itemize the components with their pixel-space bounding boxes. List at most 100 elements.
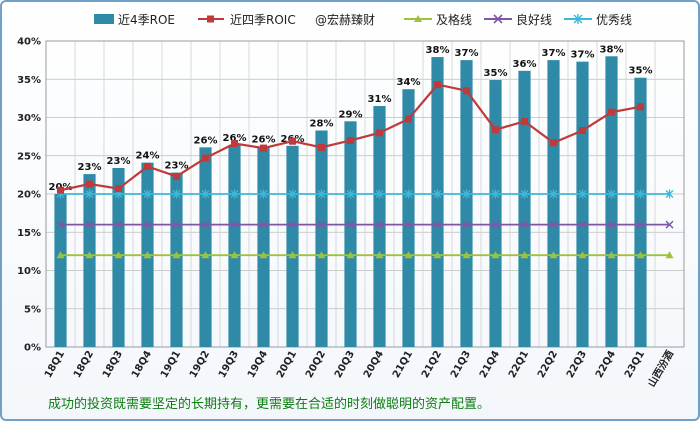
good-marker [665,220,674,229]
legend-roic-swatch-marker [207,15,214,23]
legend: 近4季ROE 近四季ROIC @宏赫臻财 及格线 良好线 优秀线 [94,12,632,27]
roe-bar [199,147,212,347]
excellent-marker [520,189,529,199]
legend-pass-label: 及格线 [436,12,472,27]
roic-marker [231,140,238,148]
roic-marker [260,144,267,152]
x-tick-label: 22Q3 [565,349,589,380]
pass-marker [578,251,587,259]
good-marker [230,220,239,229]
x-tick-label: 22Q2 [536,349,560,380]
roe-bar [344,121,357,347]
x-tick-label: 19Q3 [217,349,241,380]
roe-data-label: 26% [194,135,218,146]
legend-roe-swatch [94,14,114,24]
roe-bar [54,194,67,347]
roic-marker [637,103,644,111]
good-marker [607,220,616,229]
x-axis: 18Q1 18Q2 18Q3 18Q4 19Q1 19Q2 19Q3 19Q4 20Q1 20Q2… [43,348,676,389]
x-tick-label: 18Q3 [101,349,125,380]
good-marker [259,220,268,229]
y-tick-label: 30% [17,113,41,124]
legend-pass-swatch-marker [414,15,422,22]
y-axis: 0% 5% 10% 15% 20% 25% 30% 35% 40% [17,37,41,354]
roic-marker [86,180,93,188]
roe-bar [605,56,618,348]
x-tick-label: 19Q1 [159,349,183,380]
legend-good-swatch-marker [493,14,503,24]
excellent-marker [462,189,471,199]
excellent-marker [549,189,558,199]
excellent-marker [375,189,384,199]
excellent-marker [230,189,239,199]
excellent-marker [491,189,500,199]
roic-marker [608,108,615,116]
x-tick-label: 22Q4 [594,349,618,380]
x-tick-label: 18Q1 [43,349,67,380]
roe-data-label: 29% [339,109,363,120]
roic-marker [144,162,151,170]
roe-bar [373,106,386,348]
x-tick-label: 21Q4 [478,349,502,380]
excellent-marker [665,189,674,199]
roic-marker [376,129,383,137]
good-marker [520,220,529,229]
roe-bar [431,57,444,347]
pass-marker [201,251,210,259]
roic-marker [463,87,470,95]
excellent-marker [404,189,413,199]
pass-marker [375,251,384,259]
y-tick-label: 10% [17,266,41,277]
y-tick-label: 25% [17,151,41,162]
roic-marker [115,185,122,193]
x-tick-label: 23Q1 [623,349,647,380]
good-marker [172,220,181,229]
pass-marker [665,251,674,259]
good-marker [56,220,65,229]
pass-marker [288,251,297,259]
pass-marker [520,251,529,259]
legend-roic-label: 近四季ROIC [230,13,296,27]
x-tick-label: 21Q1 [391,349,415,380]
roic-marker [579,127,586,135]
pass-marker [346,251,355,259]
good-marker [317,220,326,229]
plot-border [45,40,685,348]
roe-data-label: 31% [368,94,392,105]
excellent-marker [172,189,181,199]
roe-bar [286,145,299,347]
legend-excellent-label: 优秀线 [596,13,632,27]
roic-marker [434,81,441,89]
y-tick-label: 20% [17,190,41,201]
pass-marker [143,251,152,259]
roe-data-label: 34% [397,77,421,88]
roe-data-label: 23% [165,161,189,172]
roe-data-label: 37% [571,50,595,61]
roic-marker [173,172,180,180]
roic-marker [550,139,557,147]
roe-bar [489,80,502,347]
pass-marker [317,251,326,259]
legend-good-label: 良好线 [516,12,552,27]
x-tick-label: 18Q2 [72,349,96,380]
excellent-marker [607,189,616,199]
excellent-marker [346,189,355,199]
x-tick-label: 21Q3 [449,349,473,380]
roic-marker [202,154,209,162]
reference-lines [56,189,674,259]
excellent-marker [201,189,210,199]
pass-marker [56,251,65,259]
good-marker [404,220,413,229]
roe-data-label: 36% [513,59,537,70]
pass-marker [549,251,558,259]
roe-bar [576,61,589,347]
x-tick-label: 18Q4 [130,349,154,380]
x-tick-label: 20Q4 [362,349,386,380]
roic-marker [347,136,354,144]
pass-marker [172,251,181,259]
pass-marker [259,251,268,259]
x-tick-label: 21Q2 [420,349,444,380]
good-marker [636,220,645,229]
